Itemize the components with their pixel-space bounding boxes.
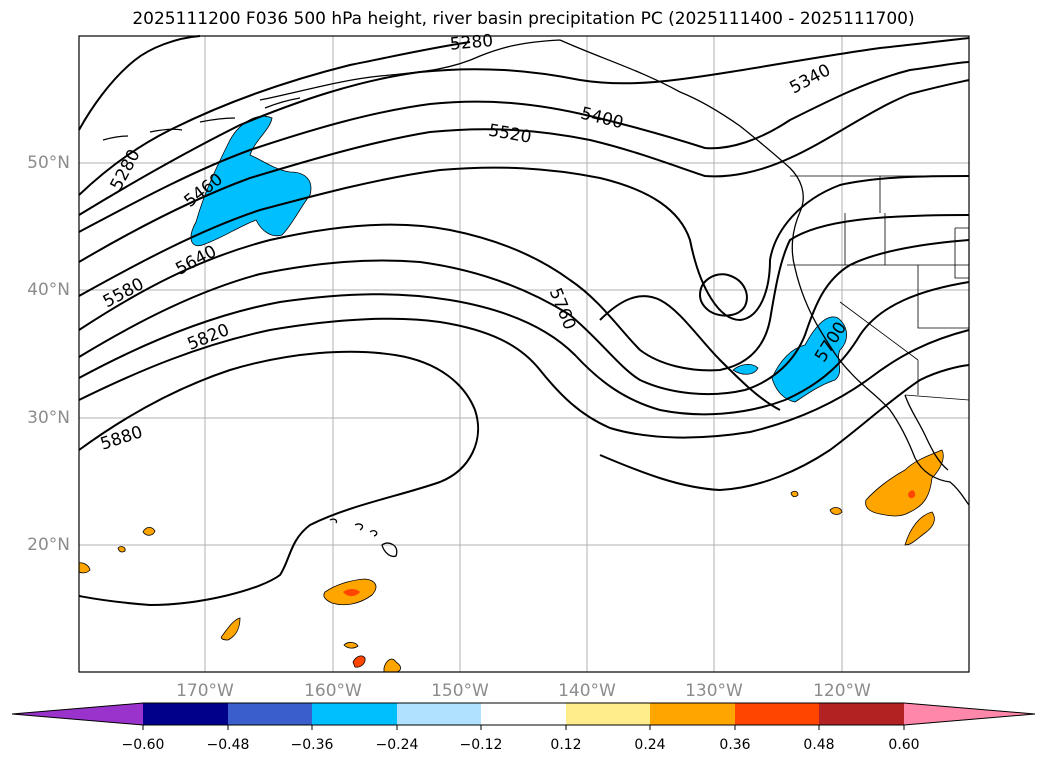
contour-5700 <box>78 281 970 416</box>
precip-blob-positive <box>829 507 843 515</box>
lat-label: 30°N <box>27 408 70 428</box>
precip-blob-positive <box>142 526 156 536</box>
borders <box>787 175 970 401</box>
lat-label: 40°N <box>27 280 70 300</box>
colorbar-extend-high <box>904 703 1035 725</box>
colorbar <box>11 702 1036 730</box>
precip-blob-positive <box>865 449 944 517</box>
precip-core <box>908 490 916 499</box>
precip-blob-positive <box>78 562 91 574</box>
contour-5280 <box>78 41 471 196</box>
colorbar-tick-label: −0.48 <box>206 737 250 753</box>
contour-5520 <box>78 166 970 322</box>
precip-blob-positive <box>904 511 935 546</box>
colorbar-segment <box>481 703 566 725</box>
baja-coast <box>904 394 949 471</box>
height-contours <box>78 35 970 607</box>
colorbar-segment <box>143 703 228 725</box>
colorbar-extend-low <box>12 703 143 725</box>
precip-blob-positive <box>790 490 799 498</box>
colorbar-tick-label: 0.12 <box>550 737 582 753</box>
lon-label: 120°W <box>813 681 871 701</box>
graticule <box>79 36 969 672</box>
contour-5880-closed <box>698 273 748 317</box>
lat-label: 50°N <box>27 153 70 173</box>
colorbar-tick-label: 0.36 <box>719 737 751 753</box>
precip-shading <box>78 115 944 673</box>
contour-5760-low <box>599 295 781 411</box>
colorbar-tick-label: −0.12 <box>459 737 503 753</box>
colorbar-tick-label: 0.24 <box>634 737 666 753</box>
map-border <box>78 35 970 673</box>
state-borders <box>954 227 969 279</box>
westcoast-us <box>791 211 970 506</box>
lon-label: 150°W <box>431 681 489 701</box>
precip-core <box>343 589 360 597</box>
contour-east <box>599 364 970 492</box>
colorbar-segment <box>650 703 735 725</box>
state-borders <box>787 176 970 401</box>
map-panel: 5280 5280 5340 5400 5460 5520 5580 5640 … <box>78 31 970 673</box>
colorbar-segment <box>819 703 904 725</box>
lon-label: 140°W <box>558 681 616 701</box>
contour-5340 <box>78 37 970 216</box>
colorbar-segment <box>228 703 312 725</box>
colorbar-tick-label: −0.24 <box>375 737 419 753</box>
colorbar-ticks <box>142 725 905 730</box>
coastlines <box>102 39 970 558</box>
precip-blob-negative <box>732 364 759 375</box>
colorbar-segment <box>735 703 819 725</box>
colorbar-tick-label: −0.60 <box>121 737 165 753</box>
contour-5640 <box>78 239 970 396</box>
colorbar-segment <box>397 703 481 725</box>
lon-label: 160°W <box>304 681 362 701</box>
precip-blob-negative <box>190 115 312 247</box>
colorbar-tick-label: 0.48 <box>803 737 835 753</box>
contour-5400 <box>78 61 970 233</box>
precip-blob-positive <box>343 642 359 649</box>
lon-label: 130°W <box>685 681 743 701</box>
colorbar-tick-label: −0.36 <box>290 737 334 753</box>
contour-5460 <box>78 79 970 263</box>
precip-blob-positive <box>117 546 126 553</box>
colorbar-segment <box>566 703 650 725</box>
colorbar-tick-label: 0.60 <box>888 737 920 753</box>
precip-blob-positive <box>352 655 366 668</box>
map-title: 2025111200 F036 500 hPa height, river ba… <box>132 9 915 29</box>
contour-5580 <box>78 214 970 372</box>
colorbar-segment <box>312 703 397 725</box>
hawaii-islands <box>329 518 398 558</box>
contour-label: 5280 <box>449 31 494 55</box>
precip-blob-positive <box>220 617 241 641</box>
aleutian-islands <box>102 97 301 141</box>
precip-blob-negative <box>771 316 847 403</box>
contour-5820 <box>78 350 480 607</box>
contour-5760 <box>78 317 970 439</box>
lat-label: 20°N <box>27 535 70 555</box>
contour-5280 <box>78 35 201 131</box>
lon-label: 170°W <box>176 681 234 701</box>
